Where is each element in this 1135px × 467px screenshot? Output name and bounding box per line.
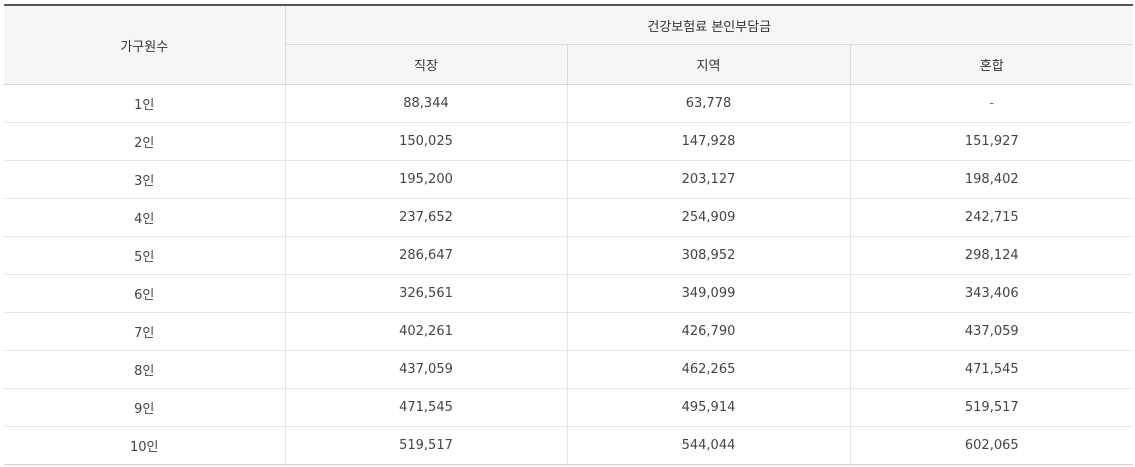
mixed-header: 혼합 <box>849 44 1134 85</box>
mixed-cell: 298,124 <box>849 236 1134 275</box>
table-header: 가구원수 건강보험료 본인부담금 직장 지역 혼합 <box>4 5 1134 85</box>
household-size-cell: 8인 <box>4 350 286 389</box>
mixed-cell: 151,927 <box>849 122 1134 161</box>
regional-cell: 308,952 <box>566 236 850 275</box>
mixed-cell: 343,406 <box>849 274 1134 313</box>
table-row: 1인 88,344 63,778 - <box>4 84 1134 123</box>
workplace-cell: 150,025 <box>284 122 567 161</box>
workplace-cell: 402,261 <box>284 312 567 351</box>
workplace-cell: 237,652 <box>284 198 567 237</box>
table-row: 3인 195,200 203,127 198,402 <box>4 160 1134 199</box>
premium-table-container: 가구원수 건강보험료 본인부담금 직장 지역 혼합 1인 88,344 63,7… <box>4 4 1134 465</box>
mixed-cell: 519,517 <box>849 388 1134 427</box>
table-row: 5인 286,647 308,952 298,124 <box>4 236 1134 275</box>
household-size-header: 가구원수 <box>4 5 286 85</box>
household-size-cell: 4인 <box>4 198 286 237</box>
mixed-cell: 242,715 <box>849 198 1134 237</box>
workplace-cell: 195,200 <box>284 160 567 199</box>
premium-group-header: 건강보험료 본인부담금 <box>284 5 1134 45</box>
regional-cell: 254,909 <box>566 198 850 237</box>
household-size-cell: 2인 <box>4 122 286 161</box>
mixed-cell: 471,545 <box>849 350 1134 389</box>
mixed-cell: 437,059 <box>849 312 1134 351</box>
workplace-header: 직장 <box>285 44 567 85</box>
table-row: 4인 237,652 254,909 242,715 <box>4 198 1134 237</box>
workplace-cell: 326,561 <box>284 274 567 313</box>
regional-cell: 495,914 <box>566 388 850 427</box>
household-size-cell: 3인 <box>4 160 286 199</box>
regional-cell: 63,778 <box>566 84 850 123</box>
regional-cell: 544,044 <box>566 426 850 465</box>
regional-header: 지역 <box>566 44 850 85</box>
mixed-cell: 198,402 <box>849 160 1134 199</box>
table-row: 8인 437,059 462,265 471,545 <box>4 350 1134 389</box>
table-row: 7인 402,261 426,790 437,059 <box>4 312 1134 351</box>
regional-cell: 147,928 <box>566 122 850 161</box>
workplace-cell: 471,545 <box>284 388 567 427</box>
workplace-cell: 88,344 <box>284 84 567 123</box>
regional-cell: 349,099 <box>566 274 850 313</box>
household-size-cell: 1인 <box>4 84 286 123</box>
workplace-cell: 286,647 <box>284 236 567 275</box>
regional-cell: 203,127 <box>566 160 850 199</box>
table-row: 2인 150,025 147,928 151,927 <box>4 122 1134 161</box>
household-size-cell: 5인 <box>4 236 286 275</box>
household-size-cell: 9인 <box>4 388 286 427</box>
health-insurance-premium-table: 가구원수 건강보험료 본인부담금 직장 지역 혼합 1인 88,344 63,7… <box>4 4 1134 465</box>
mixed-cell: - <box>849 84 1134 123</box>
table-row: 6인 326,561 349,099 343,406 <box>4 274 1134 313</box>
mixed-cell: 602,065 <box>849 426 1134 465</box>
workplace-cell: 519,517 <box>284 426 567 465</box>
table-row: 9인 471,545 495,914 519,517 <box>4 388 1134 427</box>
regional-cell: 426,790 <box>566 312 850 351</box>
workplace-cell: 437,059 <box>284 350 567 389</box>
table-body: 1인 88,344 63,778 - 2인 150,025 147,928 15… <box>4 84 1134 465</box>
household-size-cell: 6인 <box>4 274 286 313</box>
household-size-cell: 7인 <box>4 312 286 351</box>
household-size-cell: 10인 <box>4 426 286 465</box>
regional-cell: 462,265 <box>566 350 850 389</box>
table-row: 10인 519,517 544,044 602,065 <box>4 426 1134 465</box>
